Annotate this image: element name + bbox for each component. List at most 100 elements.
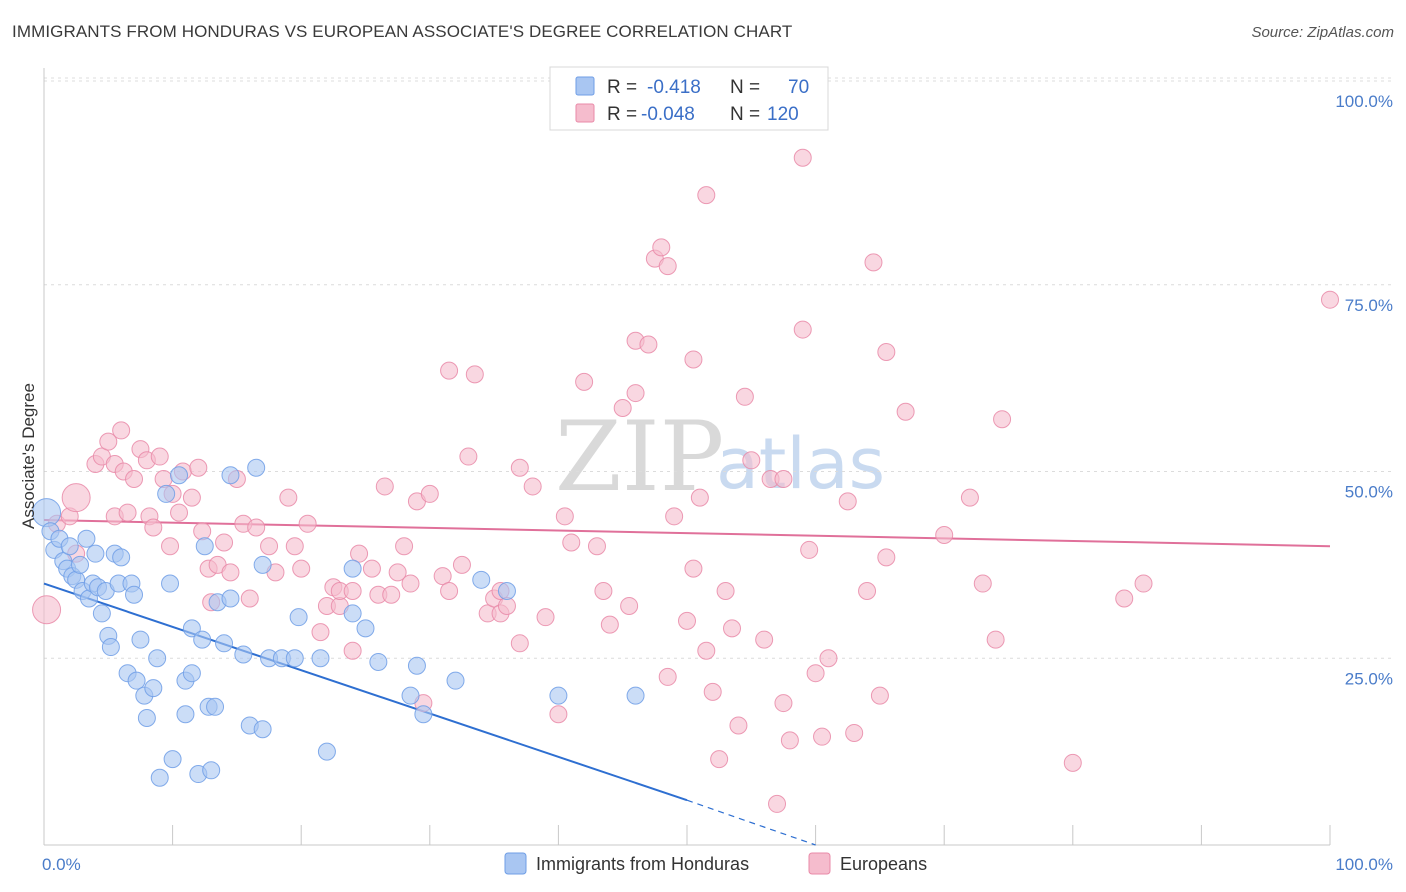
- point-european: [440, 361, 459, 380]
- point-european: [99, 432, 118, 451]
- point-european: [61, 483, 91, 513]
- point-honduras: [161, 574, 180, 593]
- legend-r-label-1: R =: [607, 77, 637, 98]
- point-european: [555, 507, 574, 526]
- point-european: [658, 667, 677, 686]
- point-european: [215, 533, 234, 552]
- point-european: [935, 525, 954, 544]
- legend-swatch-blue: [575, 76, 595, 96]
- series-legend: Immigrants from Honduras Europeans: [504, 852, 927, 875]
- point-honduras: [137, 709, 156, 728]
- point-european: [401, 574, 420, 593]
- source-credit: Source: ZipAtlas.com: [1251, 24, 1394, 41]
- point-honduras: [131, 630, 150, 649]
- point-european: [620, 596, 639, 615]
- point-honduras: [253, 555, 272, 574]
- point-european: [684, 559, 703, 578]
- point-honduras: [163, 750, 182, 769]
- point-european: [170, 503, 189, 522]
- tick-labels: 100.0% 75.0% 50.0% 25.0% 0.0% 100.0%: [42, 92, 1393, 874]
- point-european: [780, 731, 799, 750]
- point-honduras: [247, 458, 266, 477]
- point-european: [161, 537, 180, 556]
- point-european: [1134, 574, 1153, 593]
- point-european: [600, 615, 619, 634]
- point-honduras: [215, 634, 234, 653]
- point-european: [523, 477, 542, 496]
- point-honduras: [144, 679, 163, 698]
- point-european: [768, 794, 787, 813]
- point-european: [755, 630, 774, 649]
- point-european: [189, 458, 208, 477]
- point-honduras: [317, 742, 336, 761]
- point-european: [1115, 589, 1134, 608]
- data-points: [32, 148, 1339, 813]
- legend-r-label-2: R =: [607, 104, 637, 125]
- legend-n-label-2: N =: [730, 104, 760, 125]
- point-european: [594, 582, 613, 601]
- point-european: [1321, 290, 1339, 309]
- point-european: [587, 537, 606, 556]
- point-european: [536, 608, 555, 627]
- point-european: [774, 469, 793, 488]
- point-european: [896, 402, 915, 421]
- point-european: [452, 555, 471, 574]
- point-european: [697, 186, 716, 205]
- trend-line-honduras-extrapolated: [686, 799, 816, 846]
- point-european: [150, 447, 169, 466]
- legend-n-label-1: N =: [730, 77, 760, 98]
- correlation-legend: R = -0.418 N = 70 R = -0.048 N = 120: [549, 66, 829, 131]
- point-european: [716, 582, 735, 601]
- point-honduras: [343, 559, 362, 578]
- point-european: [845, 723, 864, 742]
- point-european: [1063, 753, 1082, 772]
- point-european: [639, 335, 658, 354]
- point-european: [285, 537, 304, 556]
- x-tick-label-min: 0.0%: [42, 855, 81, 874]
- point-honduras: [92, 604, 111, 623]
- point-european: [182, 488, 201, 507]
- point-honduras: [176, 705, 195, 724]
- grid-lines: [44, 77, 1395, 659]
- point-european: [864, 253, 883, 272]
- point-honduras: [356, 619, 375, 638]
- y-tick-label: 75.0%: [1345, 296, 1393, 315]
- point-european: [690, 488, 709, 507]
- point-european: [993, 410, 1012, 429]
- point-european: [549, 705, 568, 724]
- point-honduras: [234, 645, 253, 664]
- point-european: [813, 727, 832, 746]
- point-european: [793, 320, 812, 339]
- point-european: [260, 537, 279, 556]
- point-european: [870, 686, 889, 705]
- point-european: [433, 567, 452, 586]
- point-honduras: [182, 664, 201, 683]
- point-honduras: [150, 768, 169, 787]
- y-axis-title: Associate's Degree: [19, 383, 38, 529]
- point-honduras: [101, 638, 120, 657]
- point-european: [420, 484, 439, 503]
- point-european: [877, 548, 896, 567]
- point-european: [279, 488, 298, 507]
- point-european: [652, 238, 671, 257]
- point-honduras: [202, 761, 221, 780]
- series-swatch-europeans: [808, 852, 831, 875]
- point-european: [658, 257, 677, 276]
- point-honduras: [285, 649, 304, 668]
- series-label-europeans: Europeans: [840, 854, 927, 874]
- point-european: [973, 574, 992, 593]
- point-european: [343, 641, 362, 660]
- point-honduras: [221, 466, 240, 485]
- point-european: [703, 682, 722, 701]
- point-european: [395, 537, 414, 556]
- legend-n-value-1: 70: [788, 77, 809, 98]
- legend-n-value-2: 120: [767, 104, 799, 125]
- point-european: [375, 477, 394, 496]
- point-honduras: [157, 484, 176, 503]
- point-european: [800, 540, 819, 559]
- point-european: [388, 563, 407, 582]
- point-european: [362, 559, 381, 578]
- point-honduras: [253, 720, 272, 739]
- point-honduras: [182, 619, 201, 638]
